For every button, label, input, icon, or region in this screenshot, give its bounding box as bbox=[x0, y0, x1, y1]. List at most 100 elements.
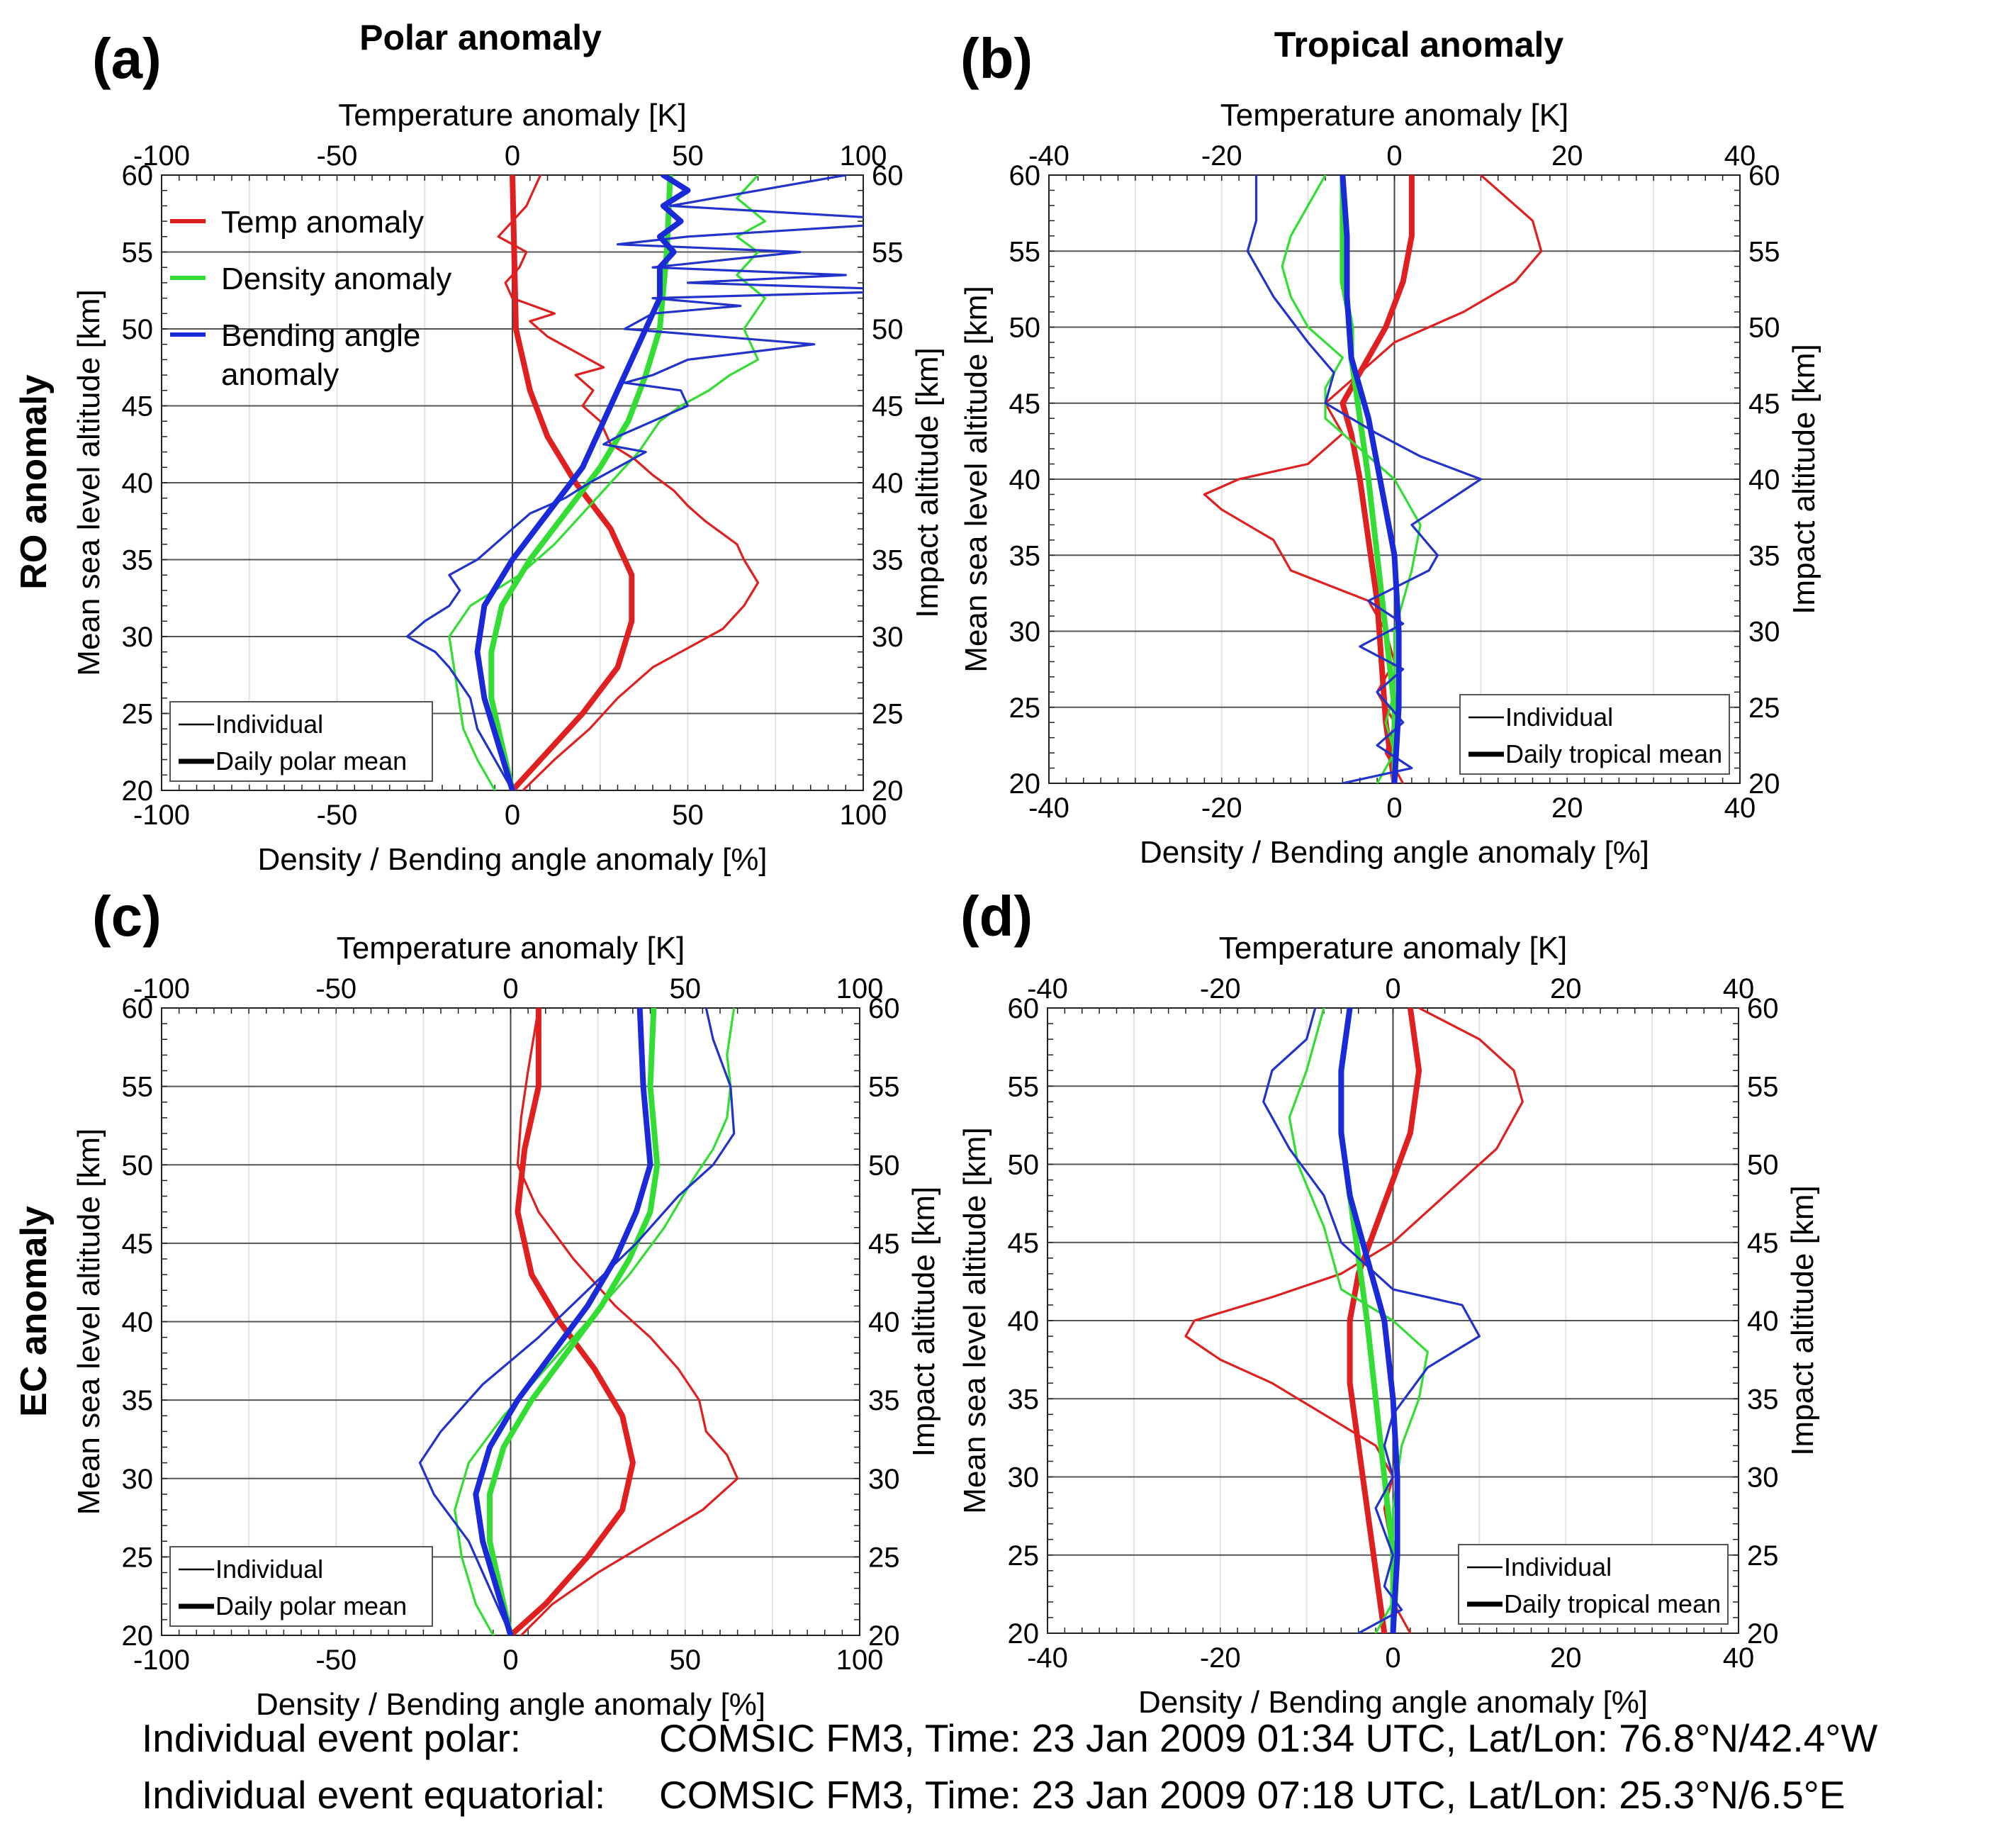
y-tick-label-right: 25 bbox=[1747, 1540, 1779, 1572]
x-axis-label-top: Temperature anomaly [K] bbox=[338, 98, 687, 133]
x-tick-label-top: -50 bbox=[317, 140, 358, 172]
x-tick-label-bottom: 50 bbox=[672, 800, 704, 831]
legend-entry-label: Individual bbox=[1505, 702, 1613, 732]
y-tick-label-right: 30 bbox=[1748, 617, 1780, 648]
y-tick-label-left: 20 bbox=[1009, 768, 1041, 800]
series-line-bending-angle-anomaly-individual bbox=[1246, 175, 1482, 783]
y-axis-label-left: Mean sea level altitude [km] bbox=[959, 286, 994, 672]
panel-title: Tropical anomaly bbox=[1274, 25, 1564, 65]
y-axis-label-right: Impact altitude [km] bbox=[910, 347, 945, 617]
x-tick-label-top: 20 bbox=[1551, 140, 1583, 172]
panel-label: (c) bbox=[92, 885, 162, 948]
y-tick-label-left: 60 bbox=[122, 993, 154, 1024]
y-tick-label-right: 45 bbox=[1747, 1228, 1779, 1259]
x-axis-label-bottom: Density / Bending angle anomaly [%] bbox=[1138, 1685, 1648, 1720]
x-tick-label-bottom: 20 bbox=[1551, 793, 1583, 824]
y-tick-label-right: 30 bbox=[1747, 1462, 1779, 1494]
y-tick-label-right: 35 bbox=[868, 1385, 900, 1416]
x-tick-label-bottom: -20 bbox=[1200, 1642, 1241, 1674]
y-tick-label-right: 30 bbox=[872, 622, 904, 653]
x-tick-label-top: 0 bbox=[505, 140, 520, 172]
y-tick-label-right: 35 bbox=[1747, 1384, 1779, 1415]
y-tick-label-right: 35 bbox=[1748, 540, 1780, 571]
y-tick-label-right: 50 bbox=[872, 314, 904, 345]
x-axis-label-top: Temperature anomaly [K] bbox=[337, 931, 685, 965]
x-tick-label-top: 0 bbox=[502, 973, 518, 1004]
x-tick-label-bottom: -40 bbox=[1028, 793, 1069, 824]
y-tick-label-right: 50 bbox=[1747, 1150, 1779, 1181]
y-axis-label-right: Impact altitude [km] bbox=[1787, 344, 1821, 614]
y-tick-label-left: 25 bbox=[1009, 693, 1041, 724]
series-line-temp-anomaly-individual bbox=[1203, 175, 1543, 783]
y-tick-label-right: 55 bbox=[872, 237, 904, 269]
x-tick-label-top: 20 bbox=[1550, 973, 1582, 1004]
series-line-temp-anomaly-individual bbox=[497, 175, 760, 790]
y-tick-label-right: 40 bbox=[868, 1307, 900, 1338]
legend-box bbox=[1458, 1544, 1729, 1625]
y-tick-label-left: 25 bbox=[122, 699, 154, 730]
y-tick-label-left: 40 bbox=[1008, 1306, 1040, 1337]
series-group bbox=[1203, 175, 1543, 783]
x-tick-label-top: -40 bbox=[1027, 973, 1068, 1004]
y-tick-label-right: 40 bbox=[1747, 1306, 1779, 1337]
legend-entry-label: Daily polar mean bbox=[215, 746, 407, 775]
y-tick-label-left: 25 bbox=[122, 1542, 154, 1573]
x-tick-label-top: 100 bbox=[840, 140, 887, 172]
y-tick-label-right: 25 bbox=[868, 1542, 900, 1573]
x-tick-label-bottom: 100 bbox=[840, 800, 887, 831]
y-tick-label-right: 60 bbox=[1747, 993, 1779, 1024]
series-line-bending-angle-anomaly-individual bbox=[405, 175, 863, 790]
series-line-density-anomaly-mean bbox=[1340, 175, 1398, 783]
series-line-temp-anomaly-mean bbox=[507, 1008, 636, 1635]
footer-equatorial-event: Individual event equatorial: COMSIC FM3, … bbox=[142, 1772, 1845, 1818]
footer-text: COMSIC FM3, Time: 23 Jan 2009 07:18 UTC,… bbox=[659, 1773, 1846, 1817]
y-tick-label-left: 55 bbox=[122, 1072, 154, 1103]
legend-entry-label: Daily polar mean bbox=[215, 1591, 407, 1620]
y-tick-label-right: 55 bbox=[1747, 1071, 1779, 1102]
legend-entry-label: Density anomaly bbox=[221, 262, 451, 296]
y-tick-label-left: 30 bbox=[122, 1464, 154, 1495]
series-line-temp-anomaly-mean bbox=[1340, 175, 1415, 783]
x-tick-label-top: -100 bbox=[133, 973, 190, 1004]
x-tick-label-bottom: -100 bbox=[133, 800, 190, 831]
x-tick-label-bottom: 40 bbox=[1724, 793, 1756, 824]
footer-polar-event: Individual event polar: COMSIC FM3, Time:… bbox=[142, 1715, 1877, 1761]
x-axis-label-bottom: Density / Bending angle anomaly [%] bbox=[1140, 835, 1649, 870]
row-label-ro: RO anomaly bbox=[13, 374, 55, 589]
x-axis-label-bottom: Density / Bending angle anomaly [%] bbox=[257, 842, 767, 877]
y-tick-label-right: 50 bbox=[1748, 313, 1780, 344]
y-tick-label-left: 30 bbox=[1008, 1462, 1040, 1494]
legend-entry-label: anomaly bbox=[221, 357, 339, 392]
y-tick-label-right: 25 bbox=[1748, 693, 1780, 724]
y-tick-label-right: 30 bbox=[868, 1464, 900, 1495]
legend-box bbox=[1459, 694, 1730, 775]
y-tick-label-left: 40 bbox=[122, 468, 154, 499]
y-tick-label-right: 55 bbox=[868, 1072, 900, 1103]
y-tick-label-left: 30 bbox=[122, 622, 154, 653]
x-tick-label-bottom: -50 bbox=[317, 800, 358, 831]
y-tick-label-right: 60 bbox=[1748, 160, 1780, 191]
y-tick-label-left: 35 bbox=[122, 545, 154, 576]
panel-label: (a) bbox=[92, 27, 162, 90]
y-tick-label-left: 40 bbox=[1009, 464, 1041, 495]
x-axis-label-top: Temperature anomaly [K] bbox=[1219, 931, 1568, 965]
y-tick-label-right: 20 bbox=[1748, 768, 1780, 800]
x-tick-label-top: -100 bbox=[133, 140, 190, 172]
y-axis-label-left: Mean sea level altitude [km] bbox=[72, 1129, 106, 1515]
x-tick-label-top: 0 bbox=[1385, 973, 1400, 1004]
x-tick-label-bottom: 50 bbox=[670, 1645, 702, 1676]
panel-label: (d) bbox=[960, 885, 1033, 948]
row-label-ec: EC anomaly bbox=[13, 1206, 55, 1417]
x-tick-label-bottom: 40 bbox=[1723, 1642, 1755, 1674]
series-group bbox=[418, 1008, 739, 1635]
y-tick-label-left: 60 bbox=[122, 160, 154, 191]
series-line-temp-anomaly-individual bbox=[516, 1008, 739, 1635]
y-tick-label-left: 20 bbox=[122, 1620, 154, 1652]
y-tick-label-right: 45 bbox=[1748, 388, 1780, 420]
x-axis-label-bottom: Density / Bending angle anomaly [%] bbox=[256, 1687, 765, 1722]
y-tick-label-left: 55 bbox=[1008, 1071, 1040, 1102]
x-tick-label-top: 50 bbox=[672, 140, 704, 172]
legend-entry-label: Individual bbox=[215, 710, 323, 739]
legend-entry-label: Bending angle bbox=[221, 318, 420, 353]
series-line-bending-angle-anomaly-mean bbox=[474, 175, 691, 790]
